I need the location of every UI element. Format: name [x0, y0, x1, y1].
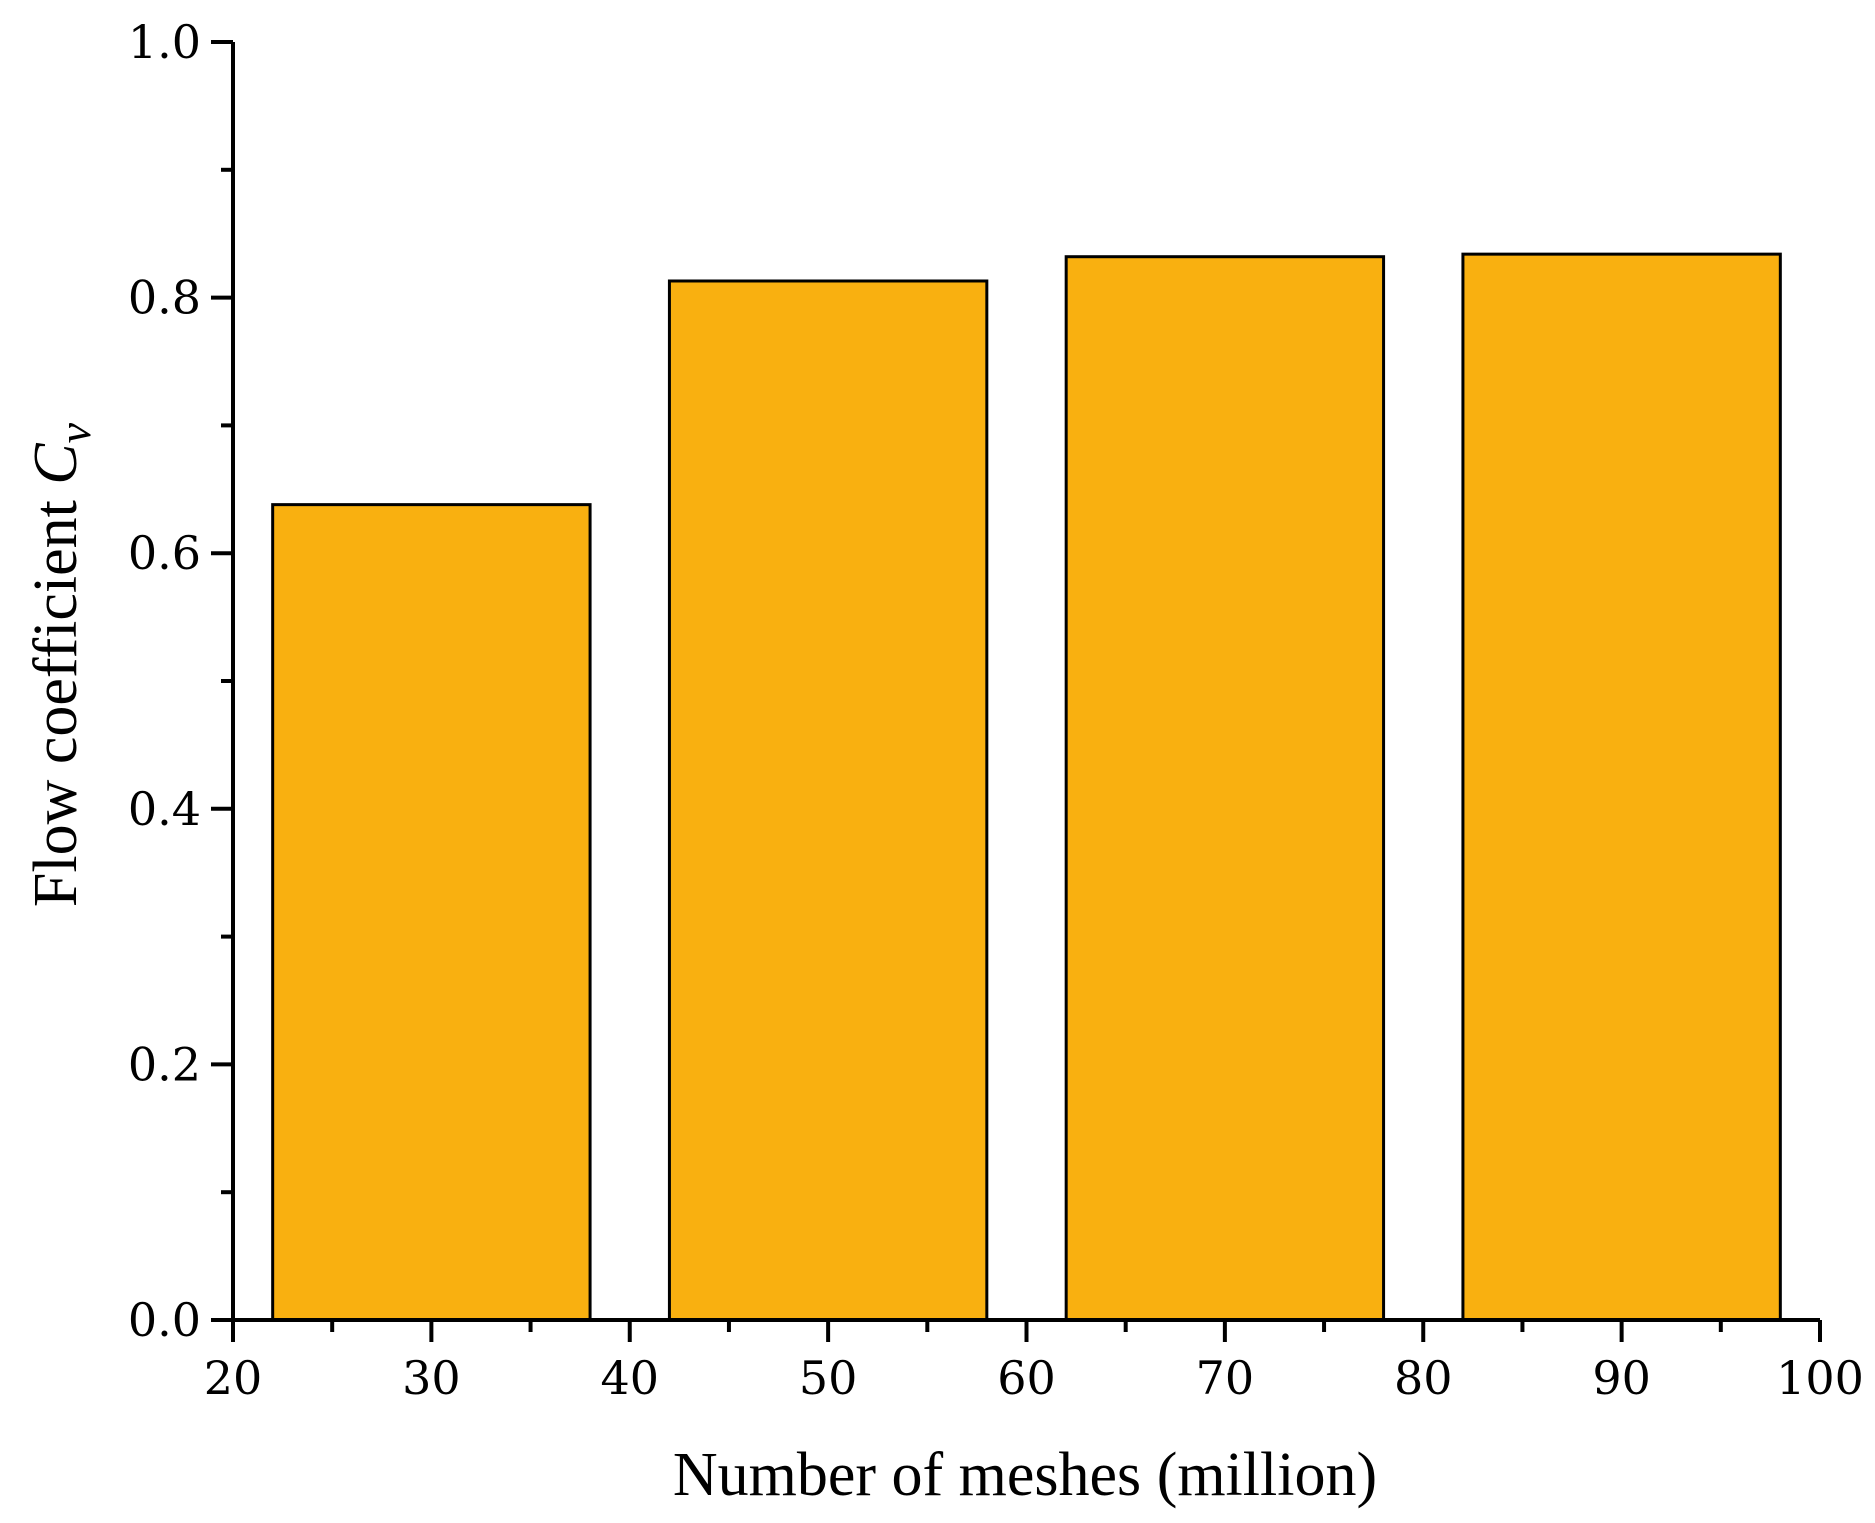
y-tick-label: 0.0: [128, 1293, 201, 1347]
bar-3: [1064, 255, 1386, 1322]
bar-4: [1461, 252, 1782, 1322]
x-axis-title: Number of meshes (million): [673, 1441, 1377, 1509]
x-tick-label: 70: [1196, 1351, 1255, 1405]
x-tick-label: 100: [1776, 1351, 1864, 1405]
x-tick-label: 90: [1592, 1351, 1651, 1405]
x-tick-label: 40: [600, 1351, 659, 1405]
y-axis-title-text: Flow coefficient: [22, 485, 90, 907]
x-tick-label: 60: [997, 1351, 1056, 1405]
y-tick-label: 1.0: [128, 15, 201, 69]
y-tick-label: 0.2: [128, 1037, 201, 1091]
y-axis-title-symbol: C: [22, 443, 90, 485]
y-tick-label: 0.8: [128, 271, 201, 325]
y-tick-label: 0.4: [128, 782, 201, 836]
y-axis-title-subscript: v: [49, 422, 100, 443]
x-tick-label: 30: [402, 1351, 461, 1405]
y-axis-title: Flow coefficient Cv: [22, 422, 100, 907]
bar-1: [271, 503, 592, 1322]
bars-group: [271, 252, 1782, 1322]
bar-2: [667, 279, 989, 1322]
y-tick-label: 0.6: [128, 526, 201, 580]
ticks-group: 0.0 0.2 0.4 0.6 0.8 1.0 20 30 40 50 60 70 80 90 100: [128, 15, 1864, 1405]
x-tick-label: 50: [799, 1351, 858, 1405]
x-tick-label: 80: [1394, 1351, 1453, 1405]
x-tick-label: 20: [204, 1351, 263, 1405]
